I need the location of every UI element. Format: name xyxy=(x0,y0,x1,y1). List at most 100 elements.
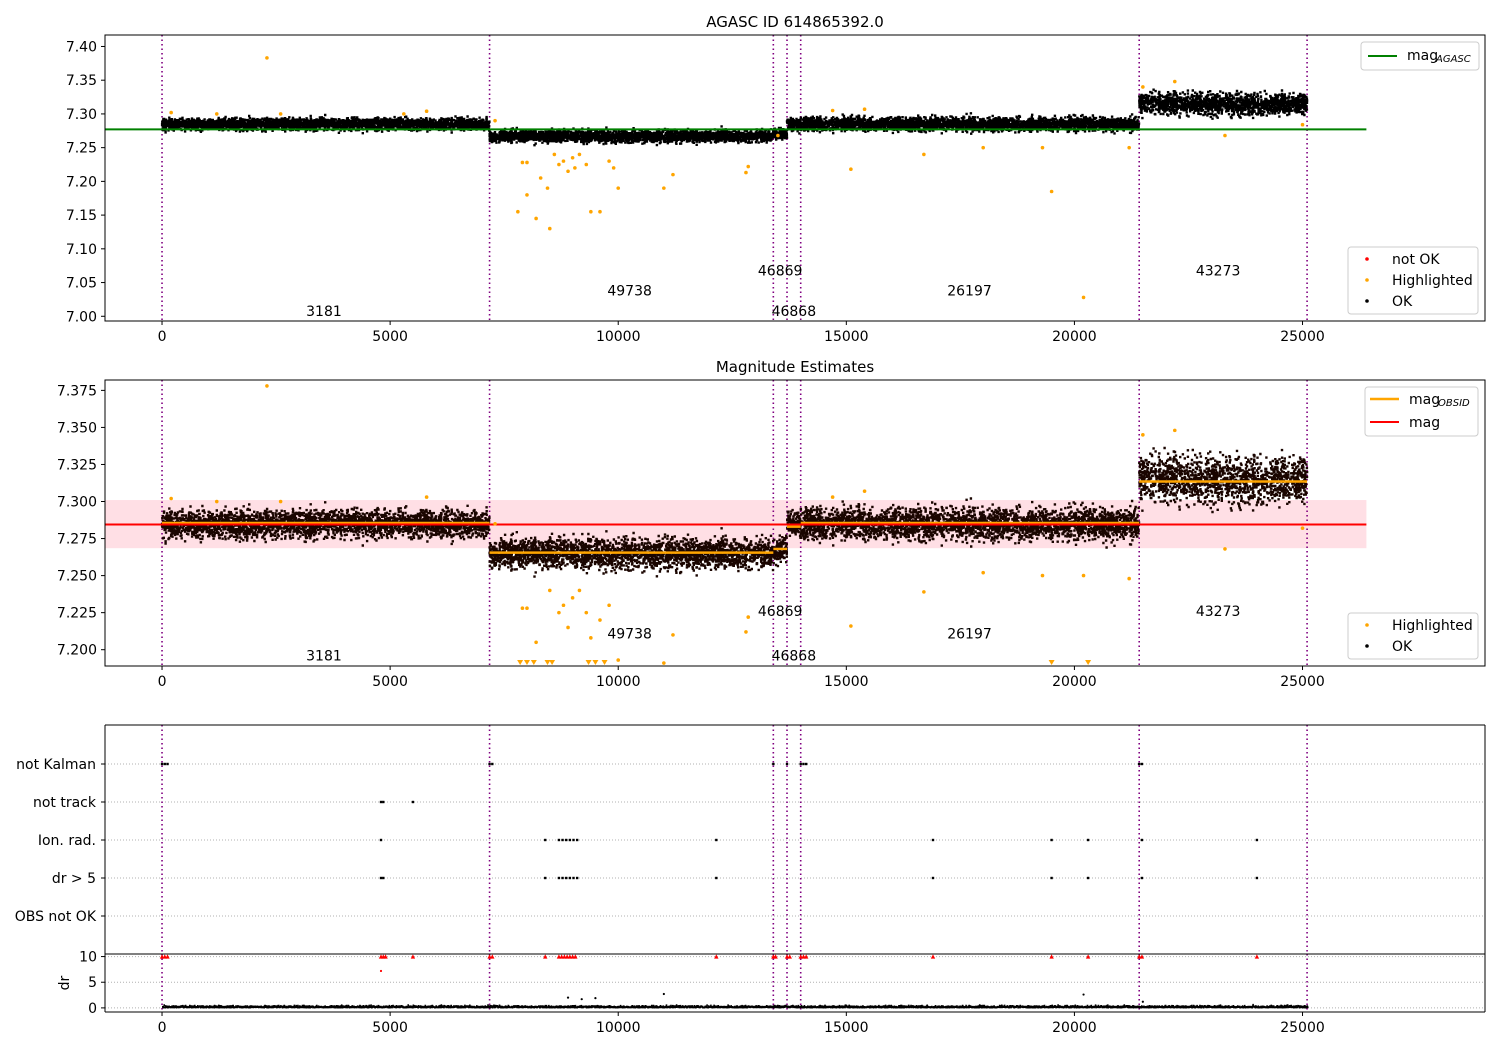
dr-panel: 0 5000 10000 15000 20000 25000 0 5 10 dr xyxy=(57,950,1486,1036)
flags-panel-marks xyxy=(160,762,1259,880)
legend-ok-label: OK xyxy=(1392,294,1413,310)
flag-point xyxy=(491,762,494,766)
dr-axis-label: dr xyxy=(57,975,73,990)
dr-clipped-marker xyxy=(490,954,495,959)
highlighted-point xyxy=(402,112,406,116)
highlighted-point xyxy=(538,176,543,180)
flag-point xyxy=(561,876,564,880)
highlighted-point xyxy=(265,384,269,388)
dr-clipped-marker xyxy=(410,954,416,959)
estimates-line-legend: mag OBSID mag xyxy=(1364,386,1479,437)
highlighted-point xyxy=(1172,79,1177,84)
highlighted-point xyxy=(981,145,985,150)
flag-category-label: OBS not OK xyxy=(15,909,97,925)
flag-point xyxy=(557,876,561,880)
flag-point xyxy=(382,876,385,880)
highlighted-point xyxy=(584,610,589,615)
highlighted-point xyxy=(566,625,570,630)
estimates-ytick-label: 7.225 xyxy=(57,606,97,622)
dr-panel-axes: 0 5000 10000 15000 20000 25000 0 5 10 xyxy=(79,950,1486,1036)
estimates-frame xyxy=(104,379,1486,667)
dr-xtick-label: 15000 xyxy=(824,1020,869,1036)
flag-point xyxy=(785,762,789,766)
highlighted-point xyxy=(424,495,429,499)
highlighted-point xyxy=(922,590,926,594)
highlighted-point xyxy=(1141,85,1145,89)
flag-category-label: not Kalman xyxy=(16,757,96,773)
estimates-xtick-label: 15000 xyxy=(824,674,869,690)
estimates-panel: Magnitude Estimates 3181 49738 46869 46868 2… xyxy=(57,358,1486,690)
flags-panel: not Kalman not track Ion. rad. dr > 5 OBS no… xyxy=(15,724,1486,954)
highlighted-point xyxy=(1049,189,1054,194)
agasc-xtick-label: 0 xyxy=(158,329,167,345)
flag-point xyxy=(1086,838,1090,842)
dr-xtick-label: 5000 xyxy=(372,1020,408,1036)
dr-clipped-marker xyxy=(930,954,936,959)
agasc-obsid-label: 46868 xyxy=(772,304,817,320)
highlighted-point xyxy=(744,630,748,634)
highlighted-point xyxy=(1127,576,1131,581)
estimates-xtick-label: 5000 xyxy=(372,674,408,690)
highlighted-point xyxy=(589,209,593,214)
highlighted-point xyxy=(584,162,589,167)
highlighted-point xyxy=(169,496,173,501)
flag-category-label: Ion. rad. xyxy=(38,833,96,849)
highlighted-point xyxy=(662,186,666,190)
flag-point xyxy=(1140,876,1144,880)
dr-clipped-marker xyxy=(1254,954,1260,959)
agasc-ytick-label: 7.20 xyxy=(66,174,97,190)
highlighted-point xyxy=(671,172,675,177)
flag-point xyxy=(799,762,802,766)
dr-clipped-marker xyxy=(165,954,170,959)
estimates-panel-title: Magnitude Estimates xyxy=(716,358,874,376)
highlighted-point xyxy=(744,170,748,175)
highlighted-point xyxy=(662,661,666,665)
dr-outlier-point xyxy=(379,969,383,973)
flag-point xyxy=(1050,876,1053,880)
highlighted-point xyxy=(589,636,593,640)
highlighted-point xyxy=(862,489,867,493)
clipped-highlighted-marker xyxy=(530,660,537,665)
highlighted-point xyxy=(746,164,751,169)
legend-mag-label: mag xyxy=(1409,415,1440,431)
flag-point xyxy=(575,838,579,842)
highlighted-point xyxy=(607,603,611,608)
highlighted-point xyxy=(830,108,835,113)
legend-ok-marker xyxy=(1365,299,1369,303)
legend-highlighted-marker xyxy=(1365,278,1369,282)
highlighted-point xyxy=(776,133,780,138)
highlighted-point xyxy=(611,166,616,170)
estimates-xtick-label: 20000 xyxy=(1052,674,1097,690)
agasc-ytick-label: 7.15 xyxy=(66,208,97,224)
estimates-ytick-label: 7.275 xyxy=(57,532,97,548)
agasc-frame xyxy=(104,34,1486,322)
flag-point xyxy=(565,838,568,842)
highlighted-point xyxy=(1300,526,1305,530)
dr-clipped-marker xyxy=(773,954,778,959)
flag-point xyxy=(379,838,383,842)
legend-not-ok-marker xyxy=(1365,257,1369,261)
highlighted-point xyxy=(547,588,552,593)
flag-point xyxy=(568,876,572,880)
flag-point xyxy=(715,838,718,842)
estimates-obsid-label: 46869 xyxy=(758,604,803,620)
agasc-obsid-label: 46869 xyxy=(758,263,803,279)
flag-point xyxy=(163,762,166,766)
flag-point xyxy=(1086,876,1090,880)
legend2-highlighted-label: Highlighted xyxy=(1392,618,1473,634)
estimates-obsid-label: 46868 xyxy=(772,649,817,665)
dr-xtick-label: 0 xyxy=(158,1020,167,1036)
highlighted-point xyxy=(573,166,577,170)
estimates-xtick-label: 0 xyxy=(158,674,167,690)
agasc-ytick-label: 7.30 xyxy=(66,107,97,123)
highlighted-point xyxy=(493,521,497,526)
highlighted-point xyxy=(862,107,867,111)
highlighted-point xyxy=(547,226,552,231)
agasc-marker-legend: not OK Highlighted OK xyxy=(1347,246,1479,315)
agasc-obsid-label: 43273 xyxy=(1196,263,1241,279)
agasc-obsid-label: 49738 xyxy=(607,284,652,300)
legend-not-ok-label: not OK xyxy=(1392,252,1440,268)
flag-point xyxy=(382,800,385,804)
highlighted-point xyxy=(1040,573,1045,578)
agasc-ytick-label: 7.35 xyxy=(66,73,97,89)
